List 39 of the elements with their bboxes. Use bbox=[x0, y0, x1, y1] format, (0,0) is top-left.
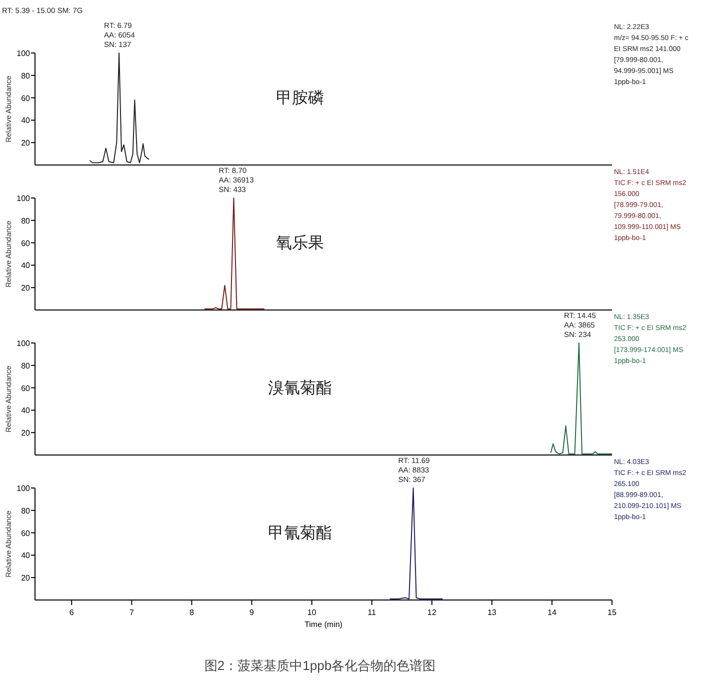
y-tick-label: 60 bbox=[21, 238, 31, 248]
x-tick-label: 13 bbox=[487, 608, 497, 617]
line-series bbox=[204, 198, 265, 310]
x-tick-label: 6 bbox=[69, 608, 74, 617]
x-tick-label: 7 bbox=[129, 608, 134, 617]
x-axis-title: Time (min) bbox=[304, 620, 343, 629]
x-tick-label: 15 bbox=[608, 608, 617, 617]
x-tick-label: 10 bbox=[307, 608, 317, 617]
line-series bbox=[550, 342, 612, 454]
caption: 图2：菠菜基质中1ppb各化合物的色谱图 bbox=[204, 658, 436, 673]
y-tick-label: 80 bbox=[21, 216, 31, 226]
y-tick-label: 60 bbox=[21, 528, 31, 538]
y-tick-label: 100 bbox=[16, 339, 31, 348]
y-tick-label: 40 bbox=[21, 551, 31, 560]
x-tick-label: 9 bbox=[250, 608, 255, 617]
y-tick-label: 20 bbox=[21, 428, 31, 438]
y-tick-label: 80 bbox=[21, 361, 31, 370]
x-tick-label: 12 bbox=[427, 608, 437, 617]
line-series bbox=[89, 52, 150, 164]
y-tick-label: 100 bbox=[16, 484, 31, 493]
y-tick-label: 60 bbox=[21, 94, 31, 103]
y-tick-label: 100 bbox=[16, 194, 31, 203]
text: 溴氰菊酯 bbox=[268, 378, 332, 397]
x-tick-label: 8 bbox=[189, 608, 194, 617]
x-tick-label: 14 bbox=[548, 608, 557, 617]
text: 氧乐果 bbox=[276, 233, 324, 252]
text: 甲氰菊酯 bbox=[268, 523, 332, 542]
y-tick-label: 40 bbox=[21, 116, 31, 126]
y-tick-label: 80 bbox=[21, 71, 31, 80]
y-tick-label: 20 bbox=[21, 284, 31, 293]
text: 甲胺磷 bbox=[276, 88, 324, 107]
y-tick-label: 100 bbox=[16, 49, 31, 58]
y-tick-label: 80 bbox=[21, 506, 31, 516]
y-tick-label: 20 bbox=[21, 574, 31, 583]
y-tick-label: 40 bbox=[21, 261, 31, 270]
x-tick-label: 11 bbox=[368, 608, 377, 617]
y-tick-label: 20 bbox=[21, 138, 31, 148]
y-tick-label: 60 bbox=[21, 384, 31, 393]
y-tick-label: 40 bbox=[21, 406, 31, 416]
